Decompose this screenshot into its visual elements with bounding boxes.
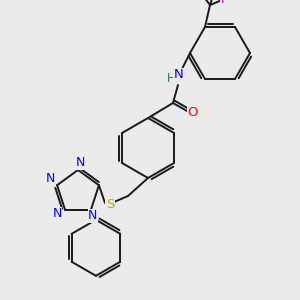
- Text: H: H: [167, 71, 176, 85]
- Text: N: N: [45, 172, 55, 185]
- Text: O: O: [188, 106, 198, 119]
- Text: S: S: [106, 197, 114, 211]
- Text: F: F: [220, 0, 228, 5]
- Text: N: N: [88, 209, 98, 222]
- Text: N: N: [174, 68, 184, 82]
- Text: N: N: [75, 157, 85, 169]
- Text: N: N: [52, 207, 62, 220]
